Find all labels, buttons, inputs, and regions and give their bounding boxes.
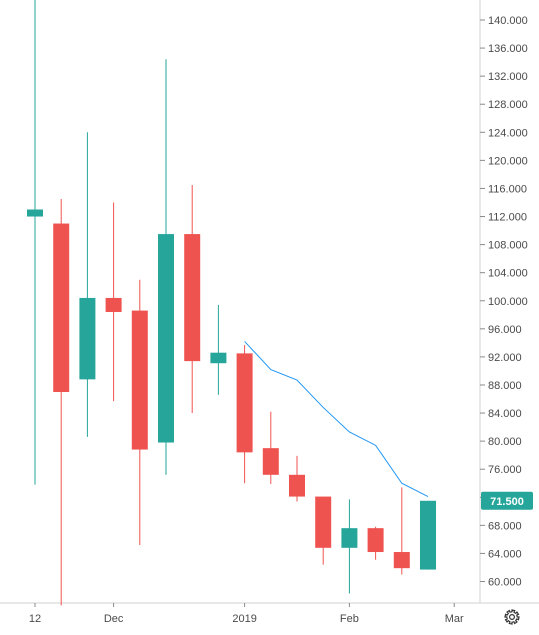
y-tick-label: 84.000 <box>488 408 522 420</box>
candle-body <box>210 352 227 364</box>
candle-body <box>131 310 148 450</box>
candle-body <box>367 528 384 553</box>
candle-body <box>420 500 436 570</box>
y-tick-label: 100.000 <box>488 296 528 308</box>
y-tick-label: 96.000 <box>488 324 522 336</box>
candle-body <box>341 528 358 548</box>
y-tick-label: 108.000 <box>488 240 528 252</box>
candle-body <box>105 297 122 312</box>
candle-body <box>289 474 305 497</box>
candle-body <box>184 234 201 362</box>
candle-body <box>27 209 43 217</box>
x-tick-label: Dec <box>104 613 124 625</box>
candle-body <box>393 552 410 569</box>
y-tick-label: 116.000 <box>488 183 527 195</box>
y-tick-label: 132.000 <box>488 71 528 83</box>
x-tick-label: Mar <box>445 613 464 625</box>
y-tick-label: 136.000 <box>488 43 528 55</box>
y-tick-label: 64.000 <box>488 548 522 560</box>
x-tick-label: Feb <box>340 613 359 625</box>
last-price-badge <box>481 491 533 510</box>
x-tick-label: 12 <box>29 613 41 625</box>
y-tick-label: 124.000 <box>488 127 528 139</box>
candle-body <box>53 223 70 392</box>
y-tick-label: 76.000 <box>488 464 522 476</box>
y-tick-label: 120.000 <box>488 155 528 167</box>
y-tick-label: 68.000 <box>488 520 522 532</box>
y-tick-label: 60.000 <box>488 577 522 589</box>
settings-gear-icon[interactable] <box>504 609 520 625</box>
moving-average-line <box>244 341 429 498</box>
y-tick-label: 112.000 <box>488 212 527 224</box>
y-tick-label: 140.000 <box>488 15 528 27</box>
y-tick-label: 104.000 <box>488 268 528 280</box>
y-tick-label: 80.000 <box>488 436 522 448</box>
candle-body <box>262 448 279 475</box>
y-tick-label: 92.000 <box>488 352 522 364</box>
candle-body <box>315 496 332 548</box>
y-tick-label: 88.000 <box>488 380 522 392</box>
y-tick-label: 128.000 <box>488 99 528 111</box>
candle-body <box>79 297 96 380</box>
x-tick-label: 2019 <box>232 613 256 625</box>
last-price-label: 71.500 <box>490 496 524 508</box>
candle-body <box>236 353 253 453</box>
candle-body <box>158 234 174 443</box>
